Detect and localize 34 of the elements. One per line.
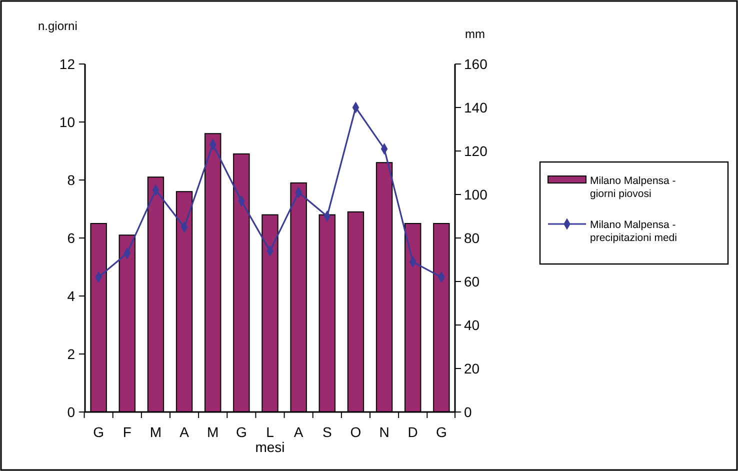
legend-label: Milano Malpensa - giorni piovosi xyxy=(590,175,676,200)
x-tick-label: G xyxy=(93,424,104,440)
y2-tick-label: 60 xyxy=(464,274,480,290)
x-tick-label: G xyxy=(436,424,447,440)
y-axis-title: n.giorni xyxy=(38,19,78,33)
x-tick-label: A xyxy=(180,424,190,440)
x-tick-label: F xyxy=(122,424,132,440)
y-tick-label: 10 xyxy=(59,114,76,130)
x-tick-label: G xyxy=(236,424,247,440)
y2-tick-label: 160 xyxy=(464,56,488,72)
y2-axis-title: mm xyxy=(465,27,485,41)
x-tick-label: N xyxy=(379,424,390,440)
x-tick-label: S xyxy=(322,424,332,440)
y-tick-label: 2 xyxy=(67,346,76,362)
y-tick-label: 4 xyxy=(67,288,76,304)
x-tick-label: M xyxy=(207,424,219,440)
x-tick-label: O xyxy=(350,424,362,440)
y2-tick-label: 20 xyxy=(464,360,480,376)
y2-tick-label: 80 xyxy=(464,230,480,246)
x-tick-label: L xyxy=(266,424,274,440)
y-tick-label: 8 xyxy=(67,172,76,188)
y-tick-label: 0 xyxy=(67,404,76,420)
y2-tick-label: 40 xyxy=(464,317,480,333)
y2-tick-label: 100 xyxy=(464,186,488,202)
y2-tick-label: 140 xyxy=(464,100,488,116)
legend-label: Milano Malpensa - precipitazioni medi xyxy=(590,219,677,244)
x-tick-label: D xyxy=(408,424,418,440)
x-tick-label: M xyxy=(150,424,162,440)
y-tick-label: 6 xyxy=(67,230,76,246)
x-axis-title: mesi xyxy=(255,439,285,455)
x-tick-label: A xyxy=(294,424,304,440)
y-tick-label: 12 xyxy=(59,56,76,72)
y2-tick-label: 120 xyxy=(464,143,488,159)
y2-tick-label: 0 xyxy=(464,404,472,420)
